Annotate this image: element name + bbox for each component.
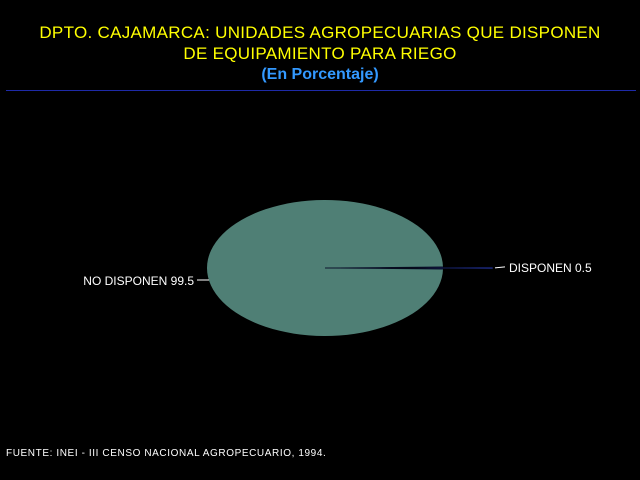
chart-title-line-1: DPTO. CAJAMARCA: UNIDADES AGROPECUARIAS …: [39, 23, 601, 42]
pie-slice-no-disponen: [206, 200, 443, 336]
chart-title: DPTO. CAJAMARCA: UNIDADES AGROPECUARIAS …: [0, 22, 640, 64]
chart-subtitle: (En Porcentaje): [261, 66, 379, 83]
pie-slice-disponen: [374, 266, 494, 270]
pie-labels: DISPONEN 0.5 NO DISPONEN 99.5: [83, 261, 592, 288]
chart-title-line-2: DE EQUIPAMIENTO PARA RIEGO: [183, 44, 457, 63]
pie-slices: [206, 200, 494, 336]
pie-label-no-disponen: NO DISPONEN 99.5: [83, 274, 194, 288]
pie-label-disponen: DISPONEN 0.5: [509, 261, 592, 275]
title-divider: [6, 90, 636, 91]
pie-slice-edge-2: [324, 266, 443, 269]
pie-leader-disponen: [494, 266, 506, 269]
source-note: FUENTE: INEI - III CENSO NACIONAL AGROPE…: [6, 448, 327, 459]
